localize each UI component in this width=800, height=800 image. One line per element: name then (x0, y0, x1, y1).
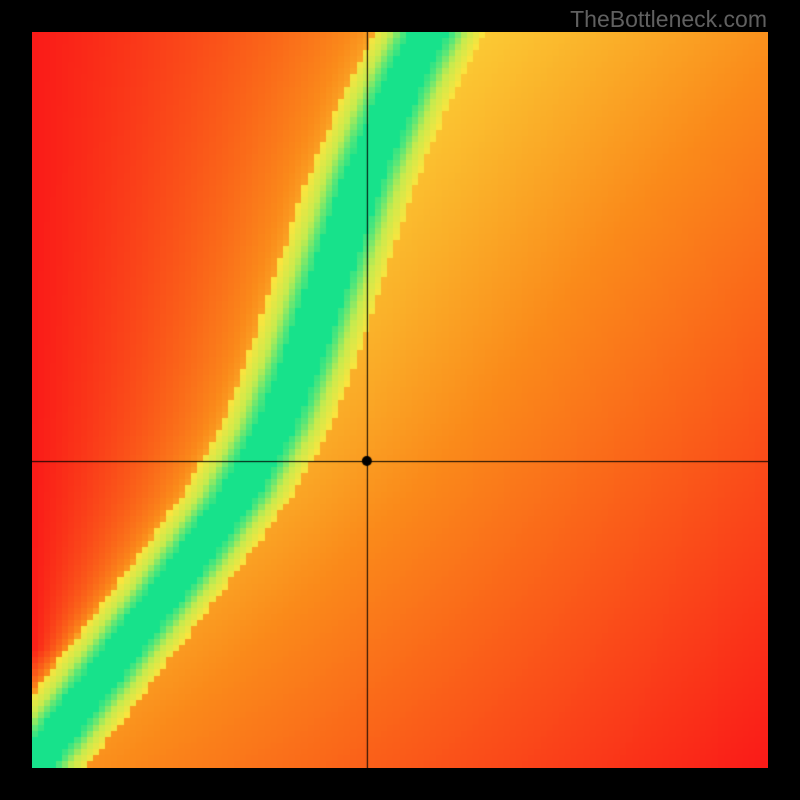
watermark-text: TheBottleneck.com (570, 6, 767, 33)
chart-container: TheBottleneck.com (0, 0, 800, 800)
bottleneck-heatmap (32, 32, 768, 768)
